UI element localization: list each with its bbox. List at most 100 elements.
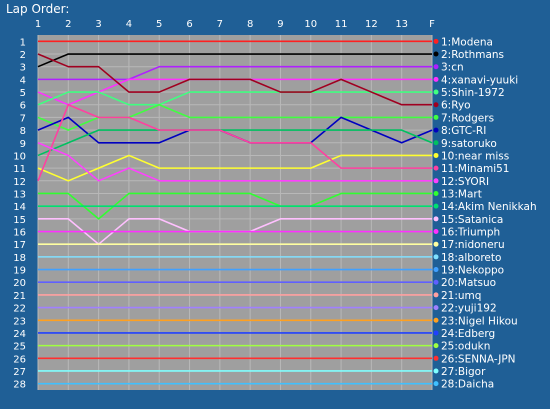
legend-label: 2:Rothmans — [441, 49, 504, 61]
y-tick-label: 19 — [13, 266, 26, 277]
legend-label: 6:Ryo — [441, 100, 471, 112]
legend-label: 19:Nekoppo — [441, 265, 504, 277]
y-tick-label: 5 — [20, 88, 26, 99]
y-tick-label: 9 — [20, 139, 26, 150]
y-tick-label: 11 — [13, 164, 26, 175]
legend-label: 17:nidoneru — [441, 239, 505, 251]
x-tick-label: 1 — [35, 19, 41, 30]
legend-marker — [433, 241, 439, 247]
y-tick-label: 21 — [13, 291, 26, 302]
legend-marker — [433, 267, 439, 273]
series-lines — [37, 40, 433, 385]
x-tick-label: 8 — [247, 19, 253, 30]
legend-label: 27:Bigor — [441, 366, 486, 378]
legend-label: 23:Nigel Hikou — [441, 315, 518, 327]
legend-label: 13:Mart — [441, 188, 482, 200]
legend-label: 9:satoruko — [441, 138, 497, 150]
legend-marker — [433, 254, 439, 260]
legend-marker — [433, 178, 439, 184]
x-tick-label: 3 — [95, 19, 101, 30]
legend-label: 11:Minami51 — [441, 163, 509, 175]
y-tick-label: 8 — [20, 126, 26, 137]
y-tick-label: 15 — [13, 215, 26, 226]
y-tick-label: 26 — [13, 354, 26, 365]
y-tick-label: 4 — [20, 75, 26, 86]
y-tick-label: 27 — [13, 367, 26, 378]
legend-marker — [433, 102, 439, 108]
legend-marker — [433, 355, 439, 361]
series-line — [37, 53, 432, 68]
legend-marker — [433, 203, 439, 209]
y-tick-label: 22 — [13, 304, 26, 315]
legend-marker — [433, 343, 439, 349]
legend-marker — [433, 279, 439, 285]
y-tick-label: 16 — [13, 228, 26, 239]
y-tick-label: 18 — [13, 253, 26, 264]
legend-label: 16:Triumph — [441, 227, 500, 239]
chart-title: Lap Order: — [6, 2, 69, 16]
y-tick-label: 13 — [13, 189, 26, 200]
legend-marker — [433, 305, 439, 311]
legend-marker — [433, 165, 439, 171]
legend-label: 8:GTC-RI — [441, 125, 486, 137]
legend-marker — [433, 127, 439, 133]
legend-label: 12:SYORI — [441, 176, 489, 188]
plot-area — [38, 35, 432, 390]
y-axis-ticks: 1234567891011121314151617181920212223242… — [13, 37, 26, 390]
y-tick-label: 7 — [20, 113, 26, 124]
series-line — [37, 142, 432, 182]
legend-label: 25:odukn — [441, 341, 490, 353]
legend-label: 28:Daicha — [441, 379, 494, 391]
x-tick-label: 13 — [395, 19, 408, 30]
legend-label: 18:alboreto — [441, 252, 501, 264]
x-tick-label: 11 — [335, 19, 348, 30]
y-tick-label: 14 — [13, 202, 26, 213]
series-line — [38, 65, 432, 81]
series-line — [37, 154, 432, 182]
y-tick-label: 10 — [13, 151, 26, 162]
legend-marker — [433, 317, 439, 323]
y-tick-label: 28 — [13, 380, 26, 391]
legend: 1:Modena2:Rothmans3:cn4:xanavi-yuuki5:Sh… — [433, 36, 537, 391]
legend-marker — [433, 190, 439, 196]
y-tick-label: 2 — [20, 50, 26, 61]
series-line — [37, 129, 433, 157]
x-tick-label: 12 — [365, 19, 378, 30]
x-tick-label: 6 — [186, 19, 192, 30]
legend-label: 15:Satanica — [441, 214, 503, 226]
legend-label: 20:Matsuo — [441, 277, 496, 289]
legend-marker — [433, 368, 439, 374]
y-tick-label: 25 — [13, 342, 26, 353]
y-tick-label: 3 — [20, 63, 26, 74]
y-tick-label: 23 — [13, 316, 26, 327]
x-tick-label: 4 — [126, 19, 132, 30]
legend-marker — [433, 216, 439, 222]
y-tick-label: 12 — [13, 177, 26, 188]
legend-label: 24:Edberg — [441, 328, 495, 340]
legend-label: 3:cn — [441, 62, 464, 74]
legend-marker — [433, 152, 439, 158]
legend-label: 7:Rodgers — [441, 112, 494, 124]
legend-label: 26:SENNA-JPN — [441, 353, 516, 365]
series-line — [37, 103, 432, 182]
legend-marker — [433, 292, 439, 298]
x-axis-ticks: 1 2 3 4 5 6 7 8 9 10 11 12 13 F — [35, 19, 435, 30]
x-tick-label: F — [429, 19, 435, 30]
legend-marker — [433, 140, 439, 146]
legend-label: 4:xanavi-yuuki — [441, 74, 518, 86]
series-line — [37, 91, 432, 106]
x-tick-label: 10 — [304, 19, 317, 30]
legend-marker — [433, 76, 439, 82]
legend-marker — [433, 381, 439, 387]
legend-marker — [433, 229, 439, 235]
y-tick-label: 6 — [20, 101, 26, 112]
x-tick-label: 5 — [156, 19, 162, 30]
series-line — [37, 53, 432, 106]
x-tick-label: 9 — [277, 19, 283, 30]
x-tick-label: 7 — [217, 19, 223, 30]
y-tick-label: 17 — [13, 240, 26, 251]
x-tick-label: 2 — [65, 19, 71, 30]
legend-marker — [433, 64, 439, 70]
